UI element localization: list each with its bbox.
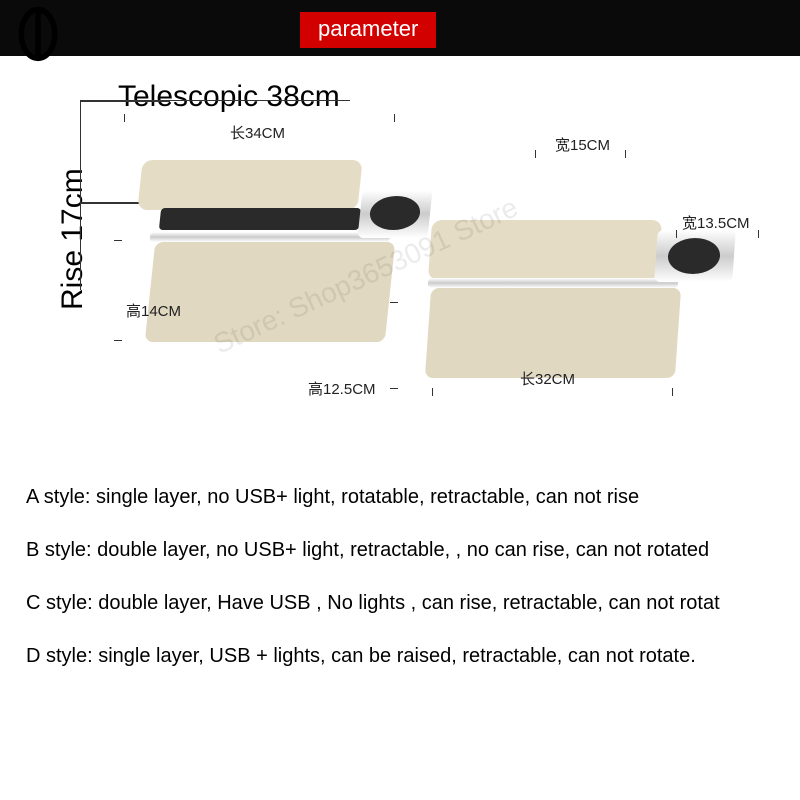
style-c: C style: double layer, Have USB , No lig… xyxy=(26,592,774,615)
styles-list: A style: single layer, no USB+ light, ro… xyxy=(26,486,774,698)
style-b: B style: double layer, no USB+ light, re… xyxy=(26,539,774,562)
brand-logo xyxy=(10,6,66,62)
armrest-body xyxy=(145,242,396,342)
product-area: 长34CM 宽15CM 高14CM 宽13.5CM 长32CM xyxy=(80,100,780,460)
armrest-chrome-band xyxy=(428,278,679,288)
armrest-body xyxy=(425,288,681,378)
dim-tick xyxy=(114,240,122,241)
dim-label-height12_5: 高12.5CM xyxy=(308,378,376,399)
dim-tick xyxy=(394,114,395,122)
dim-tick xyxy=(124,114,125,122)
style-d: D style: single layer, USB + lights, can… xyxy=(26,645,774,668)
dim-tick xyxy=(390,388,398,389)
armrest-top-pad xyxy=(428,220,662,280)
armrest-gap xyxy=(159,208,361,230)
dim-line-height12_5 xyxy=(80,204,81,290)
dim-tick xyxy=(625,150,626,158)
dim-label-length34: 长34CM xyxy=(230,122,285,143)
dim-label-length32: 长32CM xyxy=(520,368,575,389)
product-left xyxy=(130,160,430,390)
dim-tick xyxy=(114,340,122,341)
parameter-tab: parameter xyxy=(300,12,436,48)
armrest-top-pad xyxy=(137,160,362,210)
dim-tick xyxy=(672,388,673,396)
armrest-chrome-band xyxy=(149,232,390,242)
dim-tick xyxy=(676,230,677,238)
dim-line-width15 xyxy=(80,101,170,102)
dim-tick xyxy=(535,150,536,158)
dim-line-height14 xyxy=(80,102,81,202)
dim-tick xyxy=(390,302,398,303)
dim-label-width13_5: 宽13.5CM xyxy=(682,212,750,233)
dim-label-height14: 高14CM xyxy=(126,300,181,321)
dim-label-width15: 宽15CM xyxy=(555,134,610,155)
style-a: A style: single layer, no USB+ light, ro… xyxy=(26,486,774,509)
dim-tick xyxy=(758,230,759,238)
dim-tick xyxy=(432,388,433,396)
